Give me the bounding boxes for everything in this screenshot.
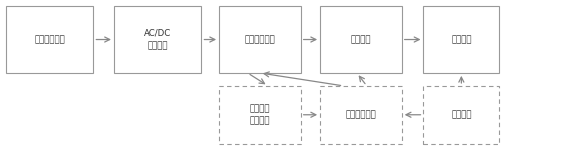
Text: AC/DC
整流电路: AC/DC 整流电路: [144, 29, 171, 50]
Bar: [114, 6, 201, 73]
Bar: [423, 6, 499, 73]
Text: 保护单元: 保护单元: [451, 110, 472, 119]
Bar: [6, 6, 93, 73]
Text: 负载输出: 负载输出: [451, 35, 472, 44]
Bar: [320, 6, 402, 73]
Bar: [423, 86, 499, 144]
Bar: [219, 6, 301, 73]
Text: 全桥电路: 全桥电路: [350, 35, 371, 44]
Text: 模拟信号
采样单元: 模拟信号 采样单元: [249, 104, 270, 126]
Bar: [320, 86, 402, 144]
Text: 高压储能电容: 高压储能电容: [245, 35, 275, 44]
Text: 控制驱动电路: 控制驱动电路: [346, 110, 376, 119]
Bar: [219, 86, 301, 144]
Text: 电源输入单元: 电源输入单元: [34, 35, 65, 44]
